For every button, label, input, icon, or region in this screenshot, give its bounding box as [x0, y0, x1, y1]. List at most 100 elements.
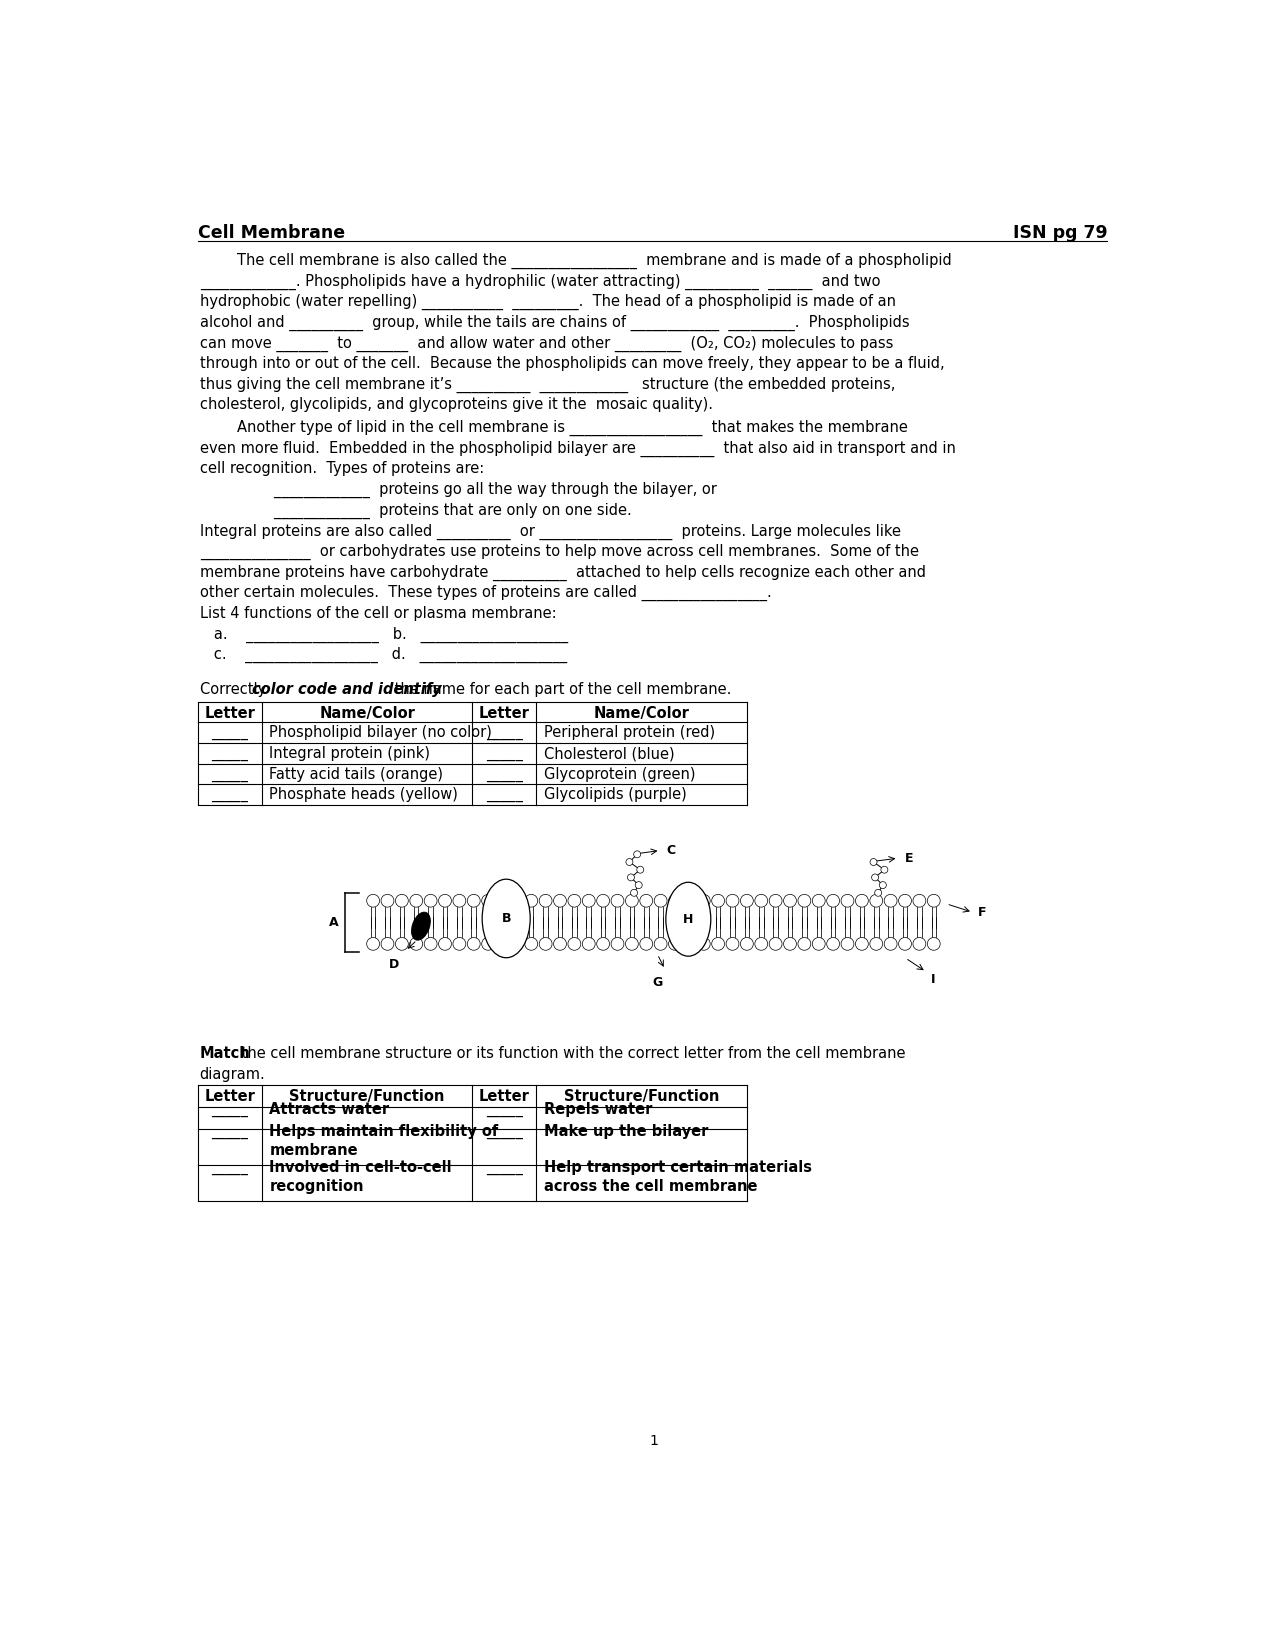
Circle shape [439, 938, 451, 951]
Circle shape [583, 938, 595, 951]
Ellipse shape [412, 911, 431, 939]
Circle shape [880, 882, 886, 888]
Circle shape [899, 895, 912, 906]
Text: Make up the bilayer: Make up the bilayer [543, 1124, 708, 1139]
Text: I: I [931, 974, 936, 986]
Circle shape [875, 890, 882, 896]
Circle shape [583, 895, 595, 906]
Circle shape [856, 895, 868, 906]
Circle shape [654, 895, 667, 906]
Text: even more fluid.  Embedded in the phospholipid bilayer are __________  that also: even more fluid. Embedded in the phospho… [200, 441, 955, 457]
Circle shape [439, 895, 451, 906]
Text: Fatty acid tails (orange): Fatty acid tails (orange) [269, 766, 444, 781]
Circle shape [636, 867, 644, 873]
Ellipse shape [666, 882, 710, 956]
Text: _____: _____ [486, 1124, 523, 1139]
Circle shape [496, 895, 509, 906]
Text: _____: _____ [486, 725, 523, 740]
Circle shape [798, 938, 811, 951]
Text: _____: _____ [486, 746, 523, 761]
Circle shape [856, 938, 868, 951]
Circle shape [367, 938, 380, 951]
Text: thus giving the cell membrane it’s __________  ____________   structure (the emb: thus giving the cell membrane it’s _____… [200, 376, 895, 393]
Text: F: F [978, 906, 986, 920]
Circle shape [668, 938, 681, 951]
Text: alcohol and __________  group, while the tails are chains of ____________  _____: alcohol and __________ group, while the … [200, 315, 909, 330]
Circle shape [626, 895, 639, 906]
Circle shape [611, 938, 623, 951]
Circle shape [683, 895, 696, 906]
Circle shape [927, 895, 940, 906]
Text: _____________  proteins go all the way through the bilayer, or: _____________ proteins go all the way th… [200, 482, 717, 499]
Circle shape [668, 895, 681, 906]
Circle shape [510, 938, 523, 951]
Text: Repels water: Repels water [543, 1103, 652, 1118]
Circle shape [425, 895, 437, 906]
Circle shape [626, 859, 632, 865]
Ellipse shape [482, 880, 530, 958]
Text: Name/Color: Name/Color [319, 705, 414, 720]
Text: Help transport certain materials: Help transport certain materials [543, 1161, 812, 1176]
Circle shape [697, 938, 710, 951]
Circle shape [635, 882, 643, 888]
Text: Phosphate heads (yellow): Phosphate heads (yellow) [269, 788, 458, 802]
Text: Phospholipid bilayer (no color): Phospholipid bilayer (no color) [269, 725, 492, 740]
Circle shape [683, 938, 696, 951]
Text: Match: Match [200, 1045, 250, 1062]
Text: A: A [329, 916, 339, 930]
Circle shape [631, 890, 638, 896]
Circle shape [395, 895, 408, 906]
Circle shape [482, 938, 495, 951]
Circle shape [634, 850, 640, 859]
Text: membrane: membrane [269, 1142, 358, 1157]
Circle shape [395, 938, 408, 951]
Circle shape [741, 938, 754, 951]
Text: Attracts water: Attracts water [269, 1103, 390, 1118]
Circle shape [881, 867, 887, 873]
Text: _____: _____ [486, 788, 523, 802]
Circle shape [711, 938, 724, 951]
Circle shape [884, 895, 898, 906]
Text: Letter: Letter [204, 705, 255, 720]
Circle shape [525, 895, 538, 906]
Circle shape [525, 938, 538, 951]
Text: _____________. Phospholipids have a hydrophilic (water attracting) __________  _: _____________. Phospholipids have a hydr… [200, 274, 880, 289]
Text: Helps maintain flexibility of: Helps maintain flexibility of [269, 1124, 499, 1139]
Text: Letter: Letter [204, 1090, 255, 1105]
Circle shape [741, 895, 754, 906]
Circle shape [654, 938, 667, 951]
Circle shape [697, 895, 710, 906]
Text: Structure/Function: Structure/Function [289, 1090, 445, 1105]
Circle shape [510, 895, 523, 906]
Circle shape [812, 938, 825, 951]
Circle shape [626, 938, 639, 951]
Circle shape [725, 895, 739, 906]
Text: color code and identify: color code and identify [252, 682, 441, 697]
Circle shape [553, 938, 566, 951]
Text: _____: _____ [486, 1161, 523, 1176]
Circle shape [884, 938, 898, 951]
Text: the cell membrane structure or its function with the correct letter from the cel: the cell membrane structure or its funct… [237, 1045, 905, 1062]
Text: _____: _____ [212, 1161, 249, 1176]
Text: diagram.: diagram. [200, 1067, 265, 1081]
Text: Another type of lipid in the cell membrane is __________________  that makes the: Another type of lipid in the cell membra… [200, 421, 908, 436]
Circle shape [870, 859, 877, 865]
Text: cell recognition.  Types of proteins are:: cell recognition. Types of proteins are: [200, 462, 484, 477]
Text: D: D [389, 959, 399, 971]
Text: C: C [667, 844, 676, 857]
Circle shape [711, 895, 724, 906]
Circle shape [482, 895, 495, 906]
Circle shape [927, 938, 940, 951]
Text: ISN pg 79: ISN pg 79 [1012, 223, 1107, 241]
Circle shape [870, 938, 882, 951]
Text: The cell membrane is also called the _________________  membrane and is made of : The cell membrane is also called the ___… [200, 253, 951, 269]
Circle shape [409, 895, 423, 906]
Circle shape [597, 895, 609, 906]
Text: Integral proteins are also called __________  or __________________  proteins. L: Integral proteins are also called ______… [200, 523, 900, 540]
Text: 1: 1 [649, 1433, 658, 1448]
Circle shape [769, 895, 782, 906]
Circle shape [640, 938, 653, 951]
Text: Name/Color: Name/Color [593, 705, 690, 720]
Circle shape [769, 938, 782, 951]
Circle shape [784, 938, 797, 951]
